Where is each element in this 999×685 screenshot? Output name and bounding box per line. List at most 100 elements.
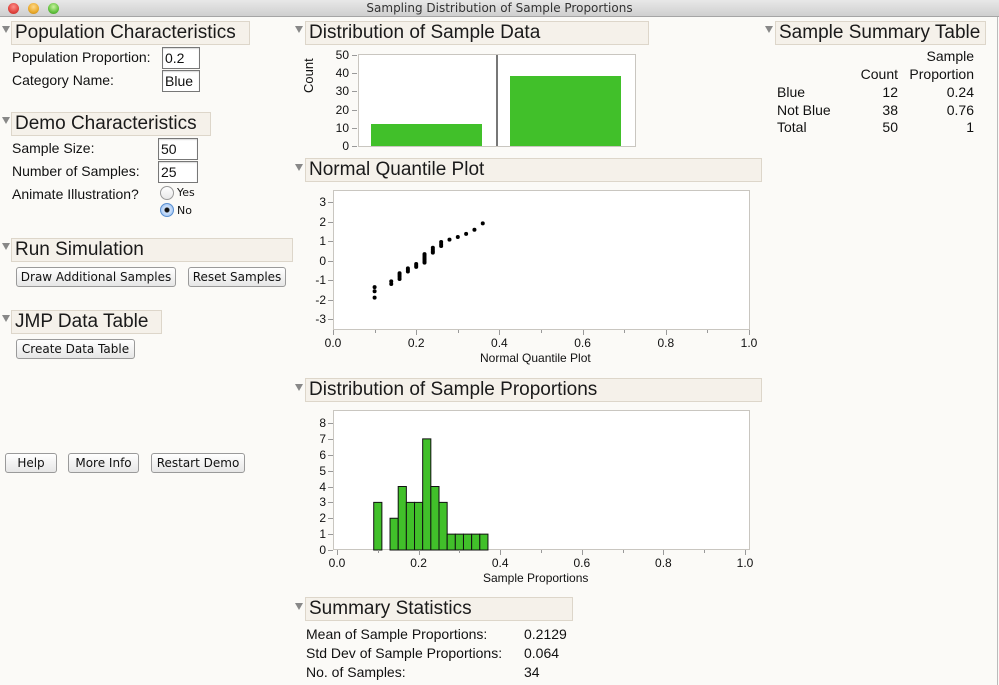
y-tick-mark [328,423,333,424]
quantile-point [372,295,377,300]
histogram-bar [454,533,464,551]
number-of-samples-input[interactable]: 25 [158,161,198,183]
histogram-bar [405,501,416,551]
animate-illustration-label: Animate Illustration? [12,186,139,202]
disclosure-triangle-icon[interactable] [295,26,303,33]
x-tick-label: 0.0 [324,336,342,350]
x-tick-label: 0.4 [491,336,508,350]
window-titlebar: Sampling Distribution of Sample Proporti… [0,0,999,17]
n-samples-label: No. of Samples: [306,664,406,680]
category-divider [496,55,498,146]
disclosure-triangle-icon[interactable] [2,26,10,33]
quantile-point [472,227,477,232]
disclosure-triangle-icon[interactable] [295,603,303,610]
y-tick-label: 1 [319,234,326,248]
x-tick-mark [663,550,665,555]
draw-additional-samples-button[interactable]: Draw Additional Samples [16,267,176,287]
x-tick-label: 0.8 [655,556,672,570]
restart-demo-button[interactable]: Restart Demo [151,453,245,473]
help-button[interactable]: Help [5,453,57,473]
y-tick-label: 40 [335,66,349,81]
minimize-window-button[interactable] [28,3,39,14]
quantile-plot [333,190,750,330]
n-samples-value: 34 [524,664,540,680]
y-tick-mark [328,319,333,320]
y-tick-label: 0 [319,253,326,268]
quantile-point [414,262,419,267]
row-label: Not Blue [777,102,831,118]
x-tick-mark [541,330,542,333]
y-tick-mark [352,146,357,147]
row-count: 12 [882,84,898,100]
run-simulation-header: Run Simulation [11,238,293,262]
histogram-bar [446,533,456,551]
y-tick-mark [352,109,357,111]
animate-yes-radio[interactable] [160,186,174,200]
population-proportion-input[interactable]: 0.2 [162,47,200,69]
animate-no-radio[interactable] [160,203,174,217]
population-proportion-label: Population Proportion: [12,49,151,65]
x-tick-mark [377,550,379,553]
y-tick-mark [352,91,357,93]
mean-label: Mean of Sample Proportions: [306,626,488,642]
x-tick-mark [665,330,667,335]
row-proportion: 1 [966,119,974,135]
x-tick-mark [622,550,624,553]
x-tick-mark [416,330,418,335]
histogram-x-axis-label: Sample Proportions [483,571,589,585]
y-tick-label: 2 [319,511,326,526]
category-name-input[interactable]: Blue [162,70,200,92]
x-tick-mark [541,550,542,553]
y-tick-mark [352,127,357,129]
y-tick-mark [328,534,333,536]
y-tick-mark [328,438,333,440]
y-tick-mark [328,241,333,242]
quantile-point [422,252,427,257]
quantile-point [480,221,485,226]
y-tick-label: 10 [335,120,349,135]
col-header-proportion: Proportion [909,66,974,82]
x-tick-label: 0.6 [573,556,591,570]
x-tick-mark [418,550,420,555]
col-header-count: Count [860,66,898,82]
x-tick-label: 1.0 [740,336,758,350]
zoom-window-button[interactable] [48,3,59,14]
sd-value: 0.064 [524,645,560,661]
row-label: Total [777,119,807,135]
y-tick-label: 3 [319,495,326,510]
window-title: Sampling Distribution of Sample Proporti… [366,1,633,15]
x-tick-mark [581,550,583,555]
quantile-x-axis-label: Normal Quantile Plot [480,351,591,365]
sample-data-chart [358,54,636,147]
disclosure-triangle-icon[interactable] [765,26,773,33]
x-tick-label: 0.0 [328,556,346,570]
quantile-point [389,279,394,284]
y-tick-label: 6 [319,447,326,462]
sample-size-input[interactable]: 50 [158,138,198,160]
close-window-button[interactable] [8,3,19,14]
x-tick-mark [749,330,750,335]
y-tick-label: 4 [319,479,326,494]
disclosure-triangle-icon[interactable] [2,243,10,250]
y-tick-mark [328,550,333,551]
x-tick-mark [333,330,334,335]
y-tick-label: 0 [319,543,326,557]
histogram-bar [471,533,481,551]
animate-yes-label: Yes [177,186,195,199]
y-tick-label: 5 [319,463,326,478]
y-tick-mark [352,55,357,56]
x-tick-label: 0.4 [491,556,509,570]
create-data-table-button[interactable]: Create Data Table [16,339,135,359]
disclosure-triangle-icon[interactable] [295,164,303,171]
y-tick-label: 3 [319,195,326,209]
y-tick-label: 0 [342,139,349,153]
y-tick-mark [328,221,333,223]
histogram-bar [397,486,407,551]
disclosure-triangle-icon[interactable] [2,315,10,322]
disclosure-triangle-icon[interactable] [295,384,303,391]
disclosure-triangle-icon[interactable] [2,117,10,124]
reset-samples-button[interactable]: Reset Samples [188,267,286,287]
y-tick-label: -1 [315,273,326,287]
more-info-button[interactable]: More Info [68,453,139,473]
y-tick-label: 1 [319,527,326,542]
